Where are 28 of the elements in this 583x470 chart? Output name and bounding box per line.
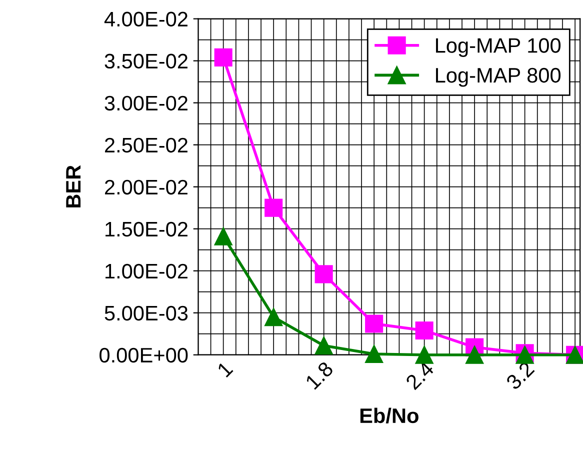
y-tick-label: 1.00E-02	[106, 264, 188, 279]
point	[415, 321, 434, 340]
x-tick-label: 1.8	[304, 360, 334, 390]
y-tick-label: 2.00E-02	[105, 180, 188, 195]
point	[365, 314, 384, 333]
y-tick-label: 0.00E+00	[100, 348, 188, 363]
point	[314, 265, 333, 284]
y-tick-label: 2.50E-02	[105, 138, 188, 153]
legend-label: Log-MAP 100	[436, 38, 561, 57]
point	[314, 336, 333, 355]
y-tick-label: 3.50E-02	[104, 54, 188, 69]
y-tick-label: 1.50E-02	[106, 222, 188, 237]
x-axis-title: Eb/No	[360, 408, 418, 424]
point	[264, 198, 283, 217]
y-axis-title: BER	[66, 165, 81, 208]
point	[214, 48, 232, 66]
y-tick-label: 4.00E-02	[104, 12, 188, 27]
point	[415, 346, 434, 364]
y-tick-label: 3.00E-02	[104, 96, 188, 111]
y-tick-label: 5.00E-03	[104, 306, 188, 321]
point	[466, 346, 484, 364]
x-tick-label: 1	[216, 360, 234, 378]
point	[264, 308, 283, 326]
x-tick-label: 2.4	[404, 360, 435, 390]
point	[214, 227, 232, 246]
point	[365, 344, 384, 364]
x-tick-label: 3.2	[505, 360, 535, 390]
legend-label: Log-MAP 800	[436, 68, 561, 87]
